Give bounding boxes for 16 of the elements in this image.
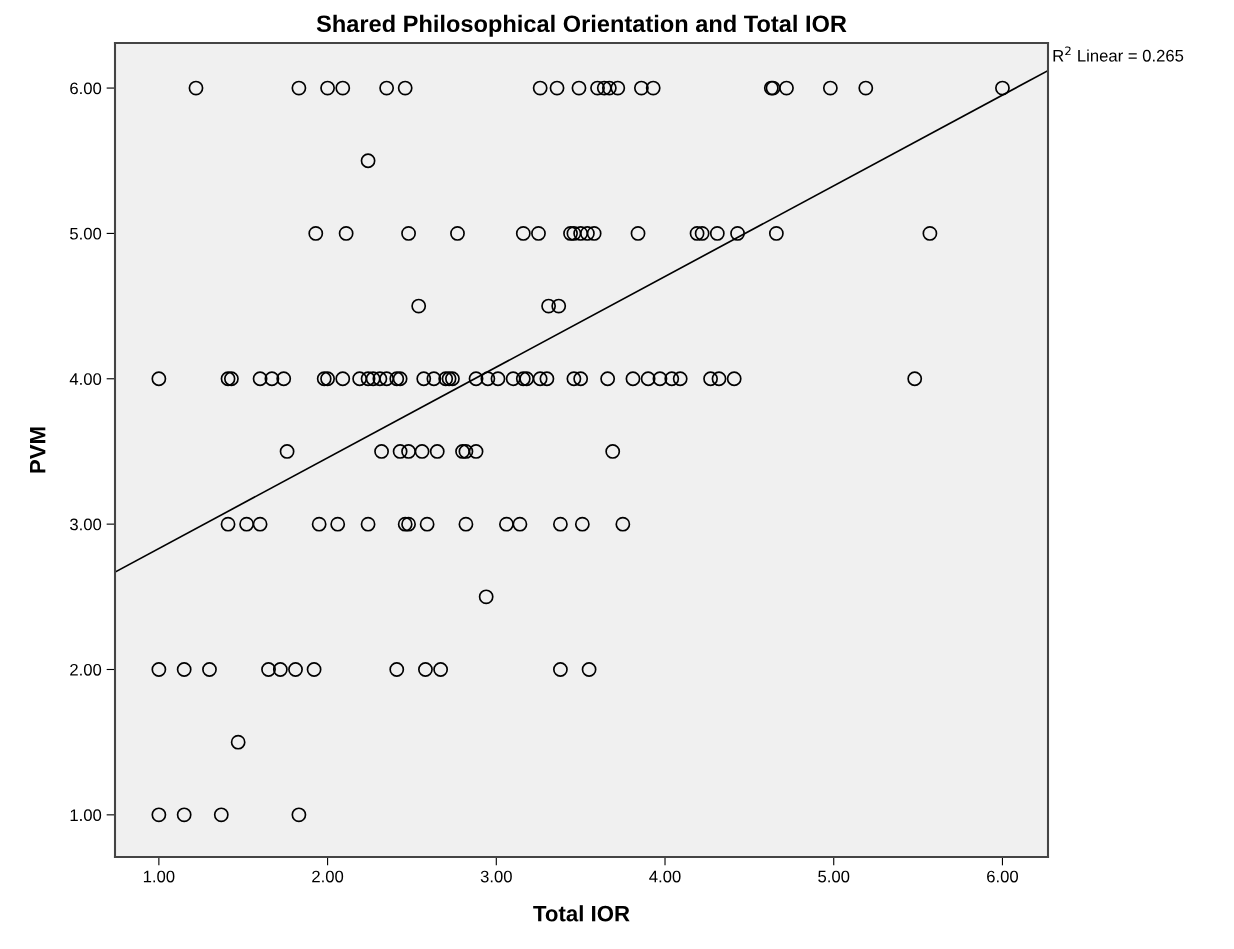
y-tick-label: 4.00 xyxy=(69,373,102,385)
x-tick-label: 6.00 xyxy=(987,870,1019,883)
x-tick-label: 2.00 xyxy=(312,870,344,883)
x-tick-label: 1.00 xyxy=(143,870,175,883)
chart-title: Shared Philosophical Orientation and Total IOR xyxy=(316,14,847,37)
y-tick-label: 1.00 xyxy=(70,809,102,822)
y-tick-label: 5.00 xyxy=(70,227,102,240)
x-axis-title: Total IOR xyxy=(533,905,630,922)
y-axis-title: PVM xyxy=(30,427,46,473)
annotation: R$^{2}$ Linear = 0.265 xyxy=(1053,46,1184,62)
x-tick-label: 3.00 xyxy=(480,870,512,883)
y-tick-label: 2.00 xyxy=(70,663,102,676)
x-tick-label: 5.00 xyxy=(818,870,850,883)
x-tick-label: 4.00 xyxy=(649,870,681,883)
y-tick-label: 3.00 xyxy=(70,518,102,531)
y-tick-label: 6.00 xyxy=(70,82,102,95)
